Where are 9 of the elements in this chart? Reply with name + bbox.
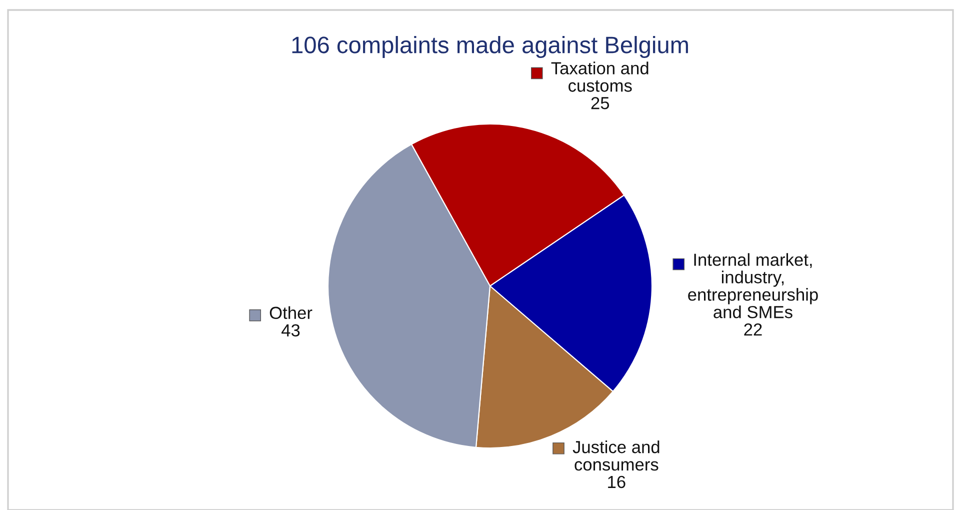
data-label: 22	[744, 323, 762, 336]
chart-title: 106 complaints made against Belgium	[292, 36, 688, 58]
data-label: 16	[608, 476, 626, 488]
data-label: 25	[591, 96, 610, 110]
legend-label: Taxation and customs	[551, 62, 648, 92]
legend-label: Justice and consumers	[572, 440, 660, 471]
data-label: 43	[282, 324, 300, 336]
legend-label: Internal market, industry, entrepreneurship and SMEs	[688, 253, 818, 318]
legend-label: Other	[270, 306, 312, 320]
